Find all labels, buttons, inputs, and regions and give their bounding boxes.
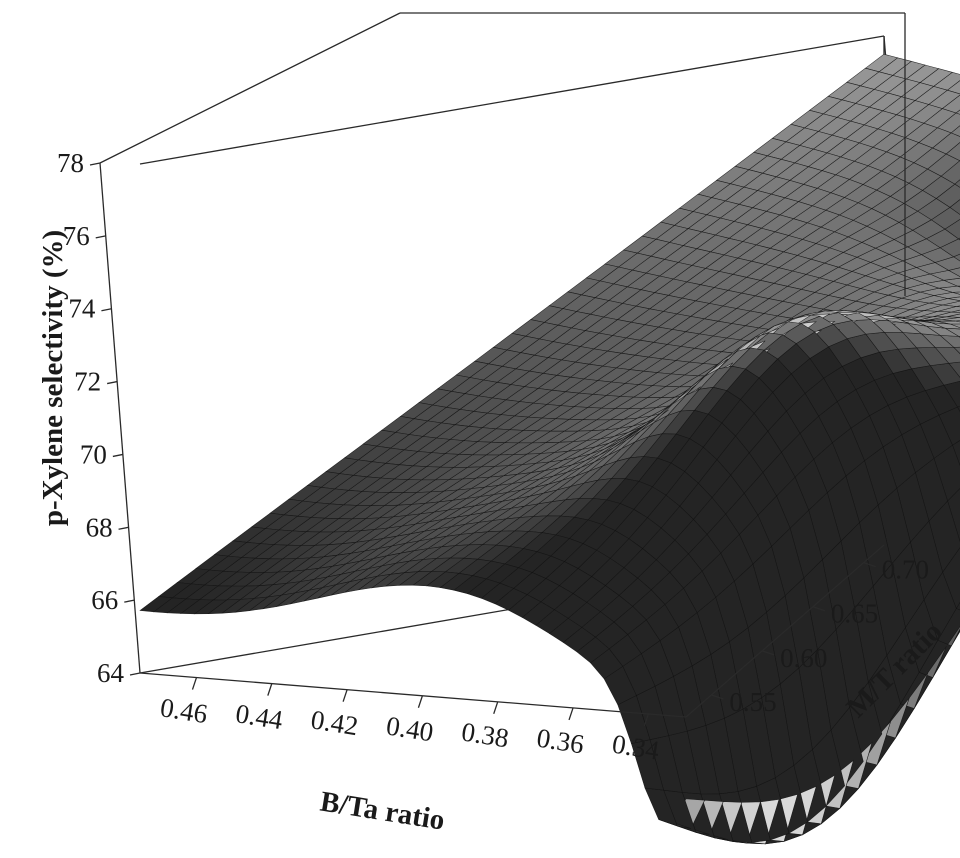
z-tick-label: 74 [68, 294, 96, 324]
y-tick-label: 0.65 [831, 599, 878, 629]
z-tick-label: 70 [80, 439, 107, 469]
x-axis-title: B/Ta ratio [318, 785, 447, 836]
z-tick-label: 78 [57, 148, 84, 178]
y-tick-mark [761, 650, 775, 656]
surface-cell [950, 125, 960, 137]
z-tick-mark [95, 235, 106, 239]
axis-ticks: 64 66 68 70 72 74 76 78 0.46 0.44 0.42 0.40 0.38 0.36… [57, 148, 929, 766]
x-tick-mark [568, 707, 574, 721]
x-tick-label: 0.44 [234, 698, 286, 735]
top-back-edge [139, 35, 885, 165]
surface-cell [953, 253, 960, 262]
top-left-edge [99, 12, 401, 164]
surface-cell [139, 596, 174, 613]
z-tick-label: 72 [74, 367, 101, 397]
z-tick-mark [112, 453, 123, 458]
x-tick-mark [267, 683, 273, 696]
x-axis-line [139, 672, 687, 718]
surface-mesh [139, 53, 960, 845]
x-tick-mark [643, 713, 649, 727]
z-tick-mark [118, 526, 129, 530]
x-tick-mark [493, 701, 499, 715]
y-tick-mark [711, 694, 724, 700]
z-tick-label: 76 [63, 221, 90, 251]
x-tick-label: 0.42 [309, 704, 360, 741]
z-tick-mark [124, 599, 135, 603]
x-tick-label: 0.46 [158, 692, 209, 729]
front-frame [99, 12, 906, 718]
y-tick-mark [863, 562, 876, 568]
y-tick-label: 0.70 [882, 555, 929, 585]
z-tick-label: 64 [97, 658, 125, 688]
x-tick-label: 0.36 [535, 722, 586, 759]
x-tick-mark [417, 695, 424, 708]
x-tick-label: 0.40 [384, 710, 435, 747]
y-tick-label: 0.60 [780, 643, 827, 673]
x-tick-mark [191, 677, 198, 690]
z-tick-mark [89, 162, 101, 166]
z-axis-title: p-Xylene selectivity (%) [37, 230, 69, 526]
z-tick-label: 68 [86, 512, 113, 542]
z-axis-line [99, 162, 141, 674]
x-tick-mark [342, 689, 348, 702]
z-tick-mark [101, 308, 112, 312]
x-tick-label: 0.34 [610, 729, 662, 766]
z-tick-mark [129, 672, 141, 676]
z-tick-mark [107, 380, 118, 385]
x-tick-label: 0.38 [459, 716, 510, 753]
surface-cell [952, 440, 960, 467]
y-axis-line [685, 544, 885, 718]
y-tick-label: 0.55 [729, 687, 776, 717]
z-tick-label: 66 [91, 585, 118, 615]
surface-cell [954, 179, 960, 188]
y-tick-mark [812, 606, 826, 612]
